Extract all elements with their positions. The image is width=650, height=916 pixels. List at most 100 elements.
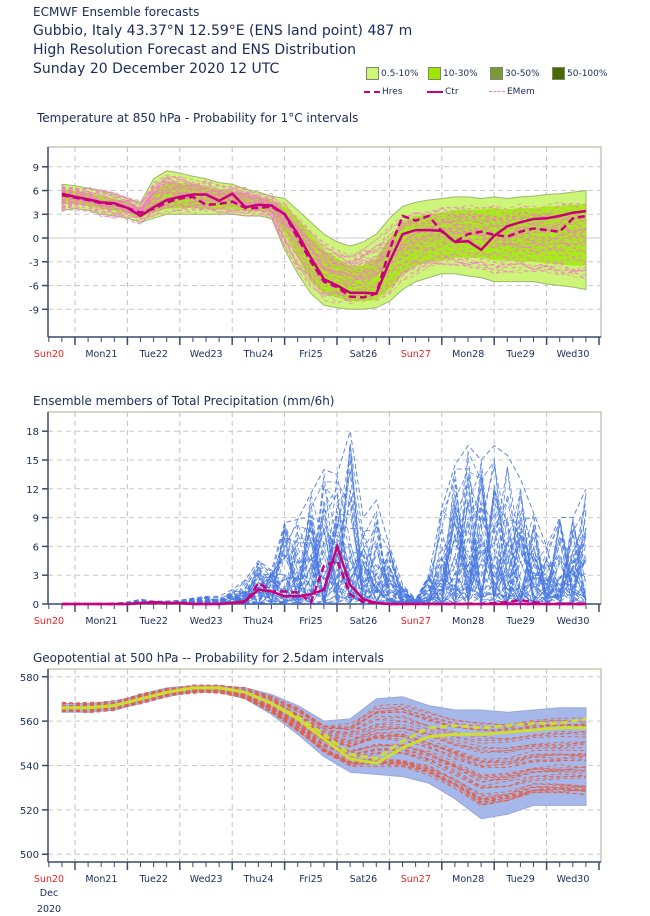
ensemble-member-line	[61, 194, 587, 287]
x-day-label: Mon21	[85, 349, 117, 360]
y-tick-label: 15	[26, 456, 39, 467]
legend-line-hres: Hres	[364, 87, 403, 97]
ensemble-member-line	[61, 685, 587, 728]
ensemble-member-line	[61, 176, 587, 257]
ensemble-member-line	[61, 179, 587, 258]
chart-title-precipitation: Ensemble members of Total Precipitation …	[33, 394, 335, 408]
ensemble-member-line	[61, 192, 587, 281]
ensemble-member-line	[61, 691, 587, 796]
ensemble-member-line	[61, 194, 587, 288]
x-day-label: Mon28	[452, 616, 484, 627]
x-day-label: Sat26	[350, 616, 378, 627]
x-day-label: Mon21	[85, 616, 117, 627]
x-day-label: Wed30	[557, 616, 590, 627]
chart-title-temperature: Temperature at 850 hPa - Probability for…	[37, 111, 359, 125]
legend-ctr-line	[427, 90, 443, 93]
ensemble-member-line	[61, 688, 587, 781]
ensemble-member-line	[61, 200, 587, 304]
hres-line	[62, 559, 586, 606]
ensemble-member-line	[62, 524, 587, 605]
year-label: 2020	[37, 904, 61, 915]
x-day-label: Sat26	[350, 874, 378, 885]
ensemble-member-line	[61, 191, 587, 285]
legend-swatch-0	[366, 67, 379, 80]
ensemble-member-line	[61, 183, 587, 266]
x-day-label: Tue22	[139, 874, 168, 885]
ensemble-member-line	[61, 688, 587, 777]
ensemble-member-line	[61, 687, 587, 779]
ensemble-member-line	[61, 689, 586, 778]
x-day-label: Tue22	[139, 349, 168, 360]
ensemble-member-line	[62, 500, 587, 605]
y-tick-label: 0	[33, 600, 39, 611]
y-tick-label: -3	[29, 258, 39, 269]
ensemble-member-line	[61, 688, 587, 800]
precipitation-chart: 0 3 6 9 12 15 18 Sun20 Mon21 Tue22 Wed23 Thu24 Fri25…	[26, 411, 602, 627]
legend-hres-line	[364, 90, 380, 93]
ensemble-member-line	[61, 181, 587, 274]
control-line	[61, 192, 587, 295]
legend-label: 50-100%	[567, 69, 608, 79]
date-footer: Dec 2020	[37, 888, 61, 915]
ensemble-member-line	[61, 203, 587, 298]
ensemble-member-line	[61, 687, 587, 750]
y-tick-label: -6	[29, 282, 39, 293]
x-day-label: Sun27	[401, 616, 431, 627]
x-day-label: Wed30	[557, 874, 590, 885]
legend-label: Hres	[382, 87, 403, 97]
y-tick-label: 18	[26, 427, 39, 438]
ensemble-member-line	[62, 515, 587, 605]
y-tick-label: 3	[33, 571, 39, 582]
y-tick-label: 580	[20, 673, 39, 684]
x-day-label: Thu24	[243, 616, 274, 627]
x-day-label: Sun20	[34, 349, 64, 360]
ensemble-member-line	[61, 687, 587, 788]
ensemble-member-line	[61, 685, 587, 744]
x-day-label: Tue29	[505, 616, 534, 627]
ensemble-member-line	[61, 684, 587, 732]
legend-band-2: 30-50%	[490, 67, 540, 80]
control-line	[62, 686, 586, 765]
location-title: Gubbio, Italy 43.37°N 12.59°E (ENS land …	[33, 23, 413, 39]
legend-swatch-1	[428, 67, 441, 80]
run-date-title: Sunday 20 December 2020 12 UTC	[33, 61, 280, 77]
x-day-label: Thu24	[243, 349, 274, 360]
ensemble-member-line	[62, 486, 587, 605]
legend-label: 30-50%	[505, 69, 540, 79]
ensemble-member-line	[62, 509, 587, 605]
x-day-label: Wed23	[190, 349, 223, 360]
prob-band-10-30	[62, 182, 586, 302]
ensemble-member-line	[62, 508, 587, 605]
x-day-label: Mon21	[85, 874, 117, 885]
ensemble-member-line	[61, 688, 587, 799]
ensemble-member-line	[61, 190, 587, 279]
y-tick-label: 0	[33, 234, 39, 245]
y-tick-label: 6	[33, 542, 39, 553]
ensemble-member-line	[61, 176, 587, 258]
legend-line-emem: EMem	[489, 87, 535, 97]
ensemble-member-line	[61, 198, 587, 299]
legend-line-ctr: Ctr	[427, 87, 459, 97]
x-day-label: Tue22	[139, 616, 168, 627]
control-line	[62, 542, 586, 606]
ensemble-member-line	[61, 689, 587, 762]
x-day-label: Sat26	[350, 349, 378, 360]
geopotential-chart: 500 520 540 560 580 Sun20 Mon21 Tue22 Wed23 Thu24…	[20, 668, 602, 885]
ensemble-member-line	[61, 203, 587, 303]
month-label: Dec	[40, 888, 58, 899]
x-day-label: Mon28	[452, 874, 484, 885]
ensemble-member-line	[61, 687, 587, 783]
legend-band-1: 10-30%	[428, 67, 478, 80]
y-tick-label: 560	[20, 717, 39, 728]
ensemble-member-line	[61, 190, 587, 281]
x-day-label: Mon28	[452, 349, 484, 360]
x-day-label: Wed23	[190, 874, 223, 885]
ensemble-member-line	[62, 460, 587, 605]
ensemble-member-line	[61, 175, 587, 262]
y-tick-label: 3	[33, 210, 39, 221]
forecast-type-title: High Resolution Forecast and ENS Distrib…	[33, 42, 357, 58]
ensemble-member-line	[62, 431, 587, 605]
y-tick-label: 6	[33, 187, 39, 198]
ensemble-member-line	[61, 189, 587, 279]
